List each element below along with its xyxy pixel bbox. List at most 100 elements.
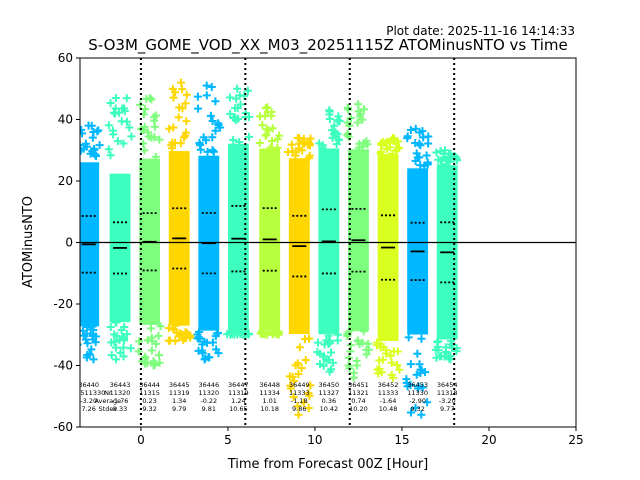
scatter-point bbox=[182, 117, 191, 126]
scatter-point bbox=[199, 133, 208, 142]
scatter-point bbox=[263, 103, 272, 112]
scatter-point bbox=[447, 337, 456, 346]
scatter-point bbox=[388, 149, 397, 158]
scatter-point bbox=[264, 126, 273, 135]
scatter-point bbox=[83, 339, 92, 348]
scatter-group: 36443 11320 -1.76 8.33 bbox=[104, 93, 136, 413]
scatter-point bbox=[286, 381, 295, 390]
y-tick-label: 40 bbox=[58, 113, 73, 127]
scatter-point bbox=[147, 95, 156, 104]
scatter-point bbox=[433, 338, 442, 347]
scatter-point bbox=[155, 135, 164, 144]
scatter-point bbox=[395, 365, 404, 374]
scatter-point bbox=[382, 346, 391, 355]
scatter-point bbox=[106, 323, 115, 332]
scatter-point bbox=[263, 330, 272, 339]
scatter-point bbox=[181, 131, 190, 140]
scatter-group: 36452 11333 -1.64 10.48 bbox=[372, 133, 404, 413]
scatter-point bbox=[328, 133, 337, 142]
scatter-point bbox=[388, 373, 397, 382]
scatter-point bbox=[198, 348, 207, 357]
scatter-point bbox=[411, 156, 420, 165]
scatter-point bbox=[324, 355, 333, 364]
scatter-point bbox=[355, 339, 364, 348]
scatter-point bbox=[294, 369, 303, 378]
scatter-point bbox=[229, 135, 238, 144]
scatter-point bbox=[421, 368, 430, 377]
x-tick-label: 0 bbox=[137, 433, 145, 447]
scatter-point bbox=[107, 351, 116, 360]
scatter-point bbox=[194, 104, 203, 113]
scatter-point bbox=[440, 146, 449, 155]
scatter-point bbox=[151, 152, 160, 161]
scatter-point bbox=[352, 356, 361, 365]
scatter-point bbox=[240, 91, 249, 100]
scatter-point bbox=[344, 129, 353, 138]
stat-label: 36452 11333 -1.64 10.48 bbox=[378, 381, 399, 413]
scatter-point bbox=[118, 104, 127, 113]
x-tick-label: 25 bbox=[568, 433, 583, 447]
scatter-point bbox=[193, 92, 202, 101]
scatter-point bbox=[154, 331, 163, 340]
scatter-point bbox=[181, 99, 190, 108]
scatter-point bbox=[325, 106, 334, 115]
scatter-point bbox=[387, 358, 396, 367]
scatter-point bbox=[305, 141, 314, 150]
x-tick-label: 10 bbox=[307, 433, 322, 447]
scatter-point bbox=[354, 107, 363, 116]
scatter-point bbox=[146, 324, 155, 333]
scatter-point bbox=[91, 338, 100, 347]
scatter-point bbox=[354, 100, 363, 109]
scatter-point bbox=[178, 104, 187, 113]
scatter-point bbox=[151, 111, 160, 120]
scatter-point bbox=[90, 150, 99, 159]
scatter-point bbox=[432, 148, 441, 157]
scatter-point bbox=[208, 146, 217, 155]
scatter-point bbox=[94, 126, 103, 135]
scatter-point bbox=[377, 139, 386, 148]
scatter-point bbox=[268, 124, 277, 133]
scatter-point bbox=[135, 337, 144, 346]
scatter-point bbox=[244, 132, 253, 141]
y-tick-label: -20 bbox=[53, 297, 73, 311]
scatter-point bbox=[106, 98, 115, 107]
scatter-point bbox=[313, 338, 322, 347]
scatter-point bbox=[415, 360, 424, 369]
scatter-point bbox=[193, 334, 202, 343]
scatter-point bbox=[258, 121, 267, 130]
scatter-point bbox=[293, 133, 302, 142]
scatter-point bbox=[418, 383, 427, 392]
stat-label: 36445 11319 1.34 9.79 bbox=[169, 381, 190, 413]
scatter-point bbox=[194, 333, 203, 342]
scatter-point bbox=[304, 403, 313, 412]
scatter-point bbox=[119, 139, 128, 148]
stat-label: 36446 11320 -0.22 9.81 bbox=[198, 381, 219, 413]
scatter-point bbox=[318, 143, 327, 152]
scatter-group: 36453 11330 -2.90 9.32 bbox=[402, 124, 433, 419]
scatter-point bbox=[343, 118, 352, 127]
stat-label: 36447 11319 1.24 10.65 bbox=[228, 381, 249, 413]
scatter-point bbox=[126, 344, 135, 353]
scatter-point bbox=[413, 349, 422, 358]
scatter-point bbox=[169, 93, 178, 102]
scatter-point bbox=[436, 161, 445, 170]
scatter-point bbox=[85, 350, 94, 359]
scatter-point bbox=[330, 121, 339, 130]
plot-date: Plot date: 2025-11-16 14:14:33 bbox=[386, 24, 575, 38]
scatter-point bbox=[236, 100, 245, 109]
scatter-point bbox=[320, 352, 329, 361]
scatter-point bbox=[288, 372, 297, 381]
scatter-point bbox=[335, 136, 344, 145]
scatter-point bbox=[358, 115, 367, 124]
scatter-point bbox=[118, 332, 127, 341]
scatter-point bbox=[208, 133, 217, 142]
scatter-point bbox=[432, 353, 441, 362]
scatter-point bbox=[233, 84, 242, 93]
scatter-point bbox=[165, 124, 174, 133]
scatter-point bbox=[331, 128, 340, 137]
scatter-point bbox=[448, 341, 457, 350]
stat-label: 36450 11327 0.36 10.42 bbox=[319, 381, 340, 413]
scatter-point bbox=[411, 403, 420, 412]
scatter-point bbox=[293, 402, 302, 411]
scatter-point bbox=[117, 117, 126, 126]
